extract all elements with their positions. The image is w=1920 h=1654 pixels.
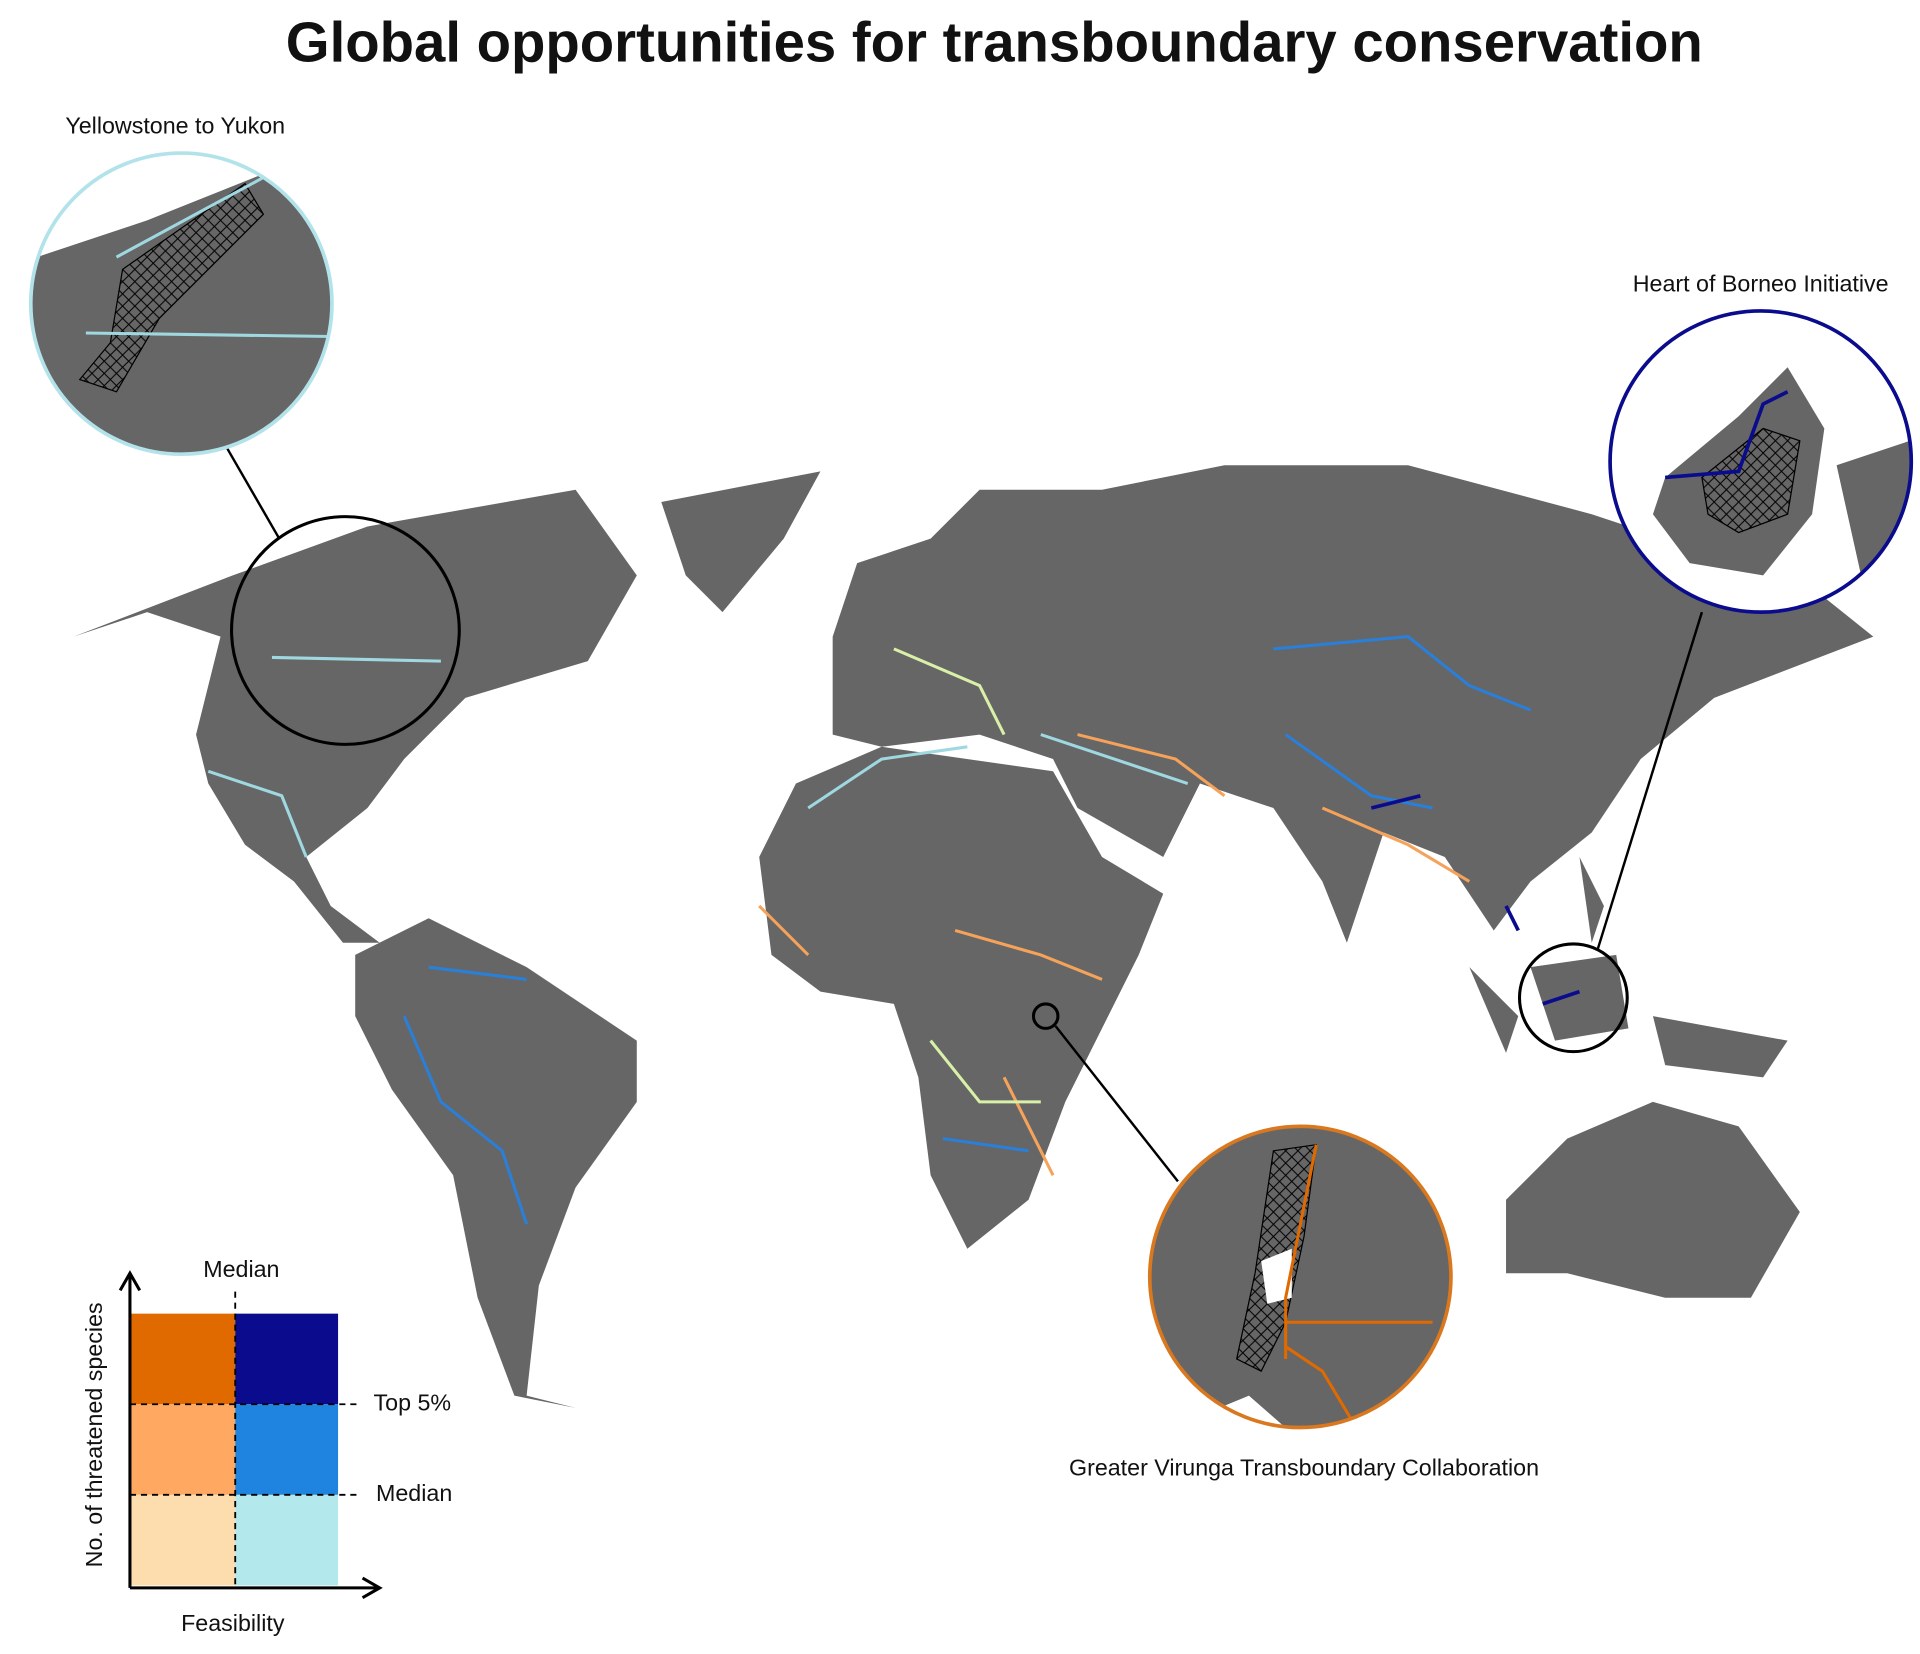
border bbox=[758, 733, 1471, 1176]
eurasia bbox=[832, 465, 1874, 943]
islands bbox=[1469, 856, 1788, 1078]
legend-cell bbox=[235, 1494, 339, 1586]
australia bbox=[1506, 1101, 1800, 1298]
inset-label: Greater Virunga Transboundary Collaborat… bbox=[1069, 1454, 1539, 1480]
legend-label: Top 5% bbox=[374, 1389, 452, 1415]
legend-cell bbox=[129, 1313, 236, 1405]
locator-circle bbox=[1517, 942, 1629, 1054]
legend: Median Top 5% Median No. of threatened s… bbox=[81, 1256, 452, 1636]
locator-circle bbox=[230, 515, 461, 746]
inset-virunga bbox=[1147, 1124, 1453, 1430]
inset-label: Yellowstone to Yukon bbox=[65, 112, 285, 138]
locator-circles bbox=[223, 442, 1704, 1183]
legend-label: Median bbox=[203, 1256, 279, 1282]
inset-label: Heart of Borneo Initiative bbox=[1633, 270, 1889, 296]
locator-circle bbox=[1031, 1002, 1060, 1030]
legend-cell bbox=[235, 1404, 339, 1495]
legend-axis-label: No. of threatened species bbox=[81, 1302, 107, 1567]
legend-label: Median bbox=[376, 1480, 452, 1506]
greenland bbox=[661, 471, 821, 613]
legend-axis-label: Feasibility bbox=[181, 1610, 285, 1636]
legend-cell bbox=[129, 1404, 236, 1495]
title: Global opportunities for transboundary c… bbox=[286, 10, 1703, 73]
connector bbox=[223, 442, 281, 540]
border bbox=[893, 647, 1041, 1104]
world-map bbox=[73, 465, 1874, 1408]
border bbox=[207, 655, 1189, 858]
africa bbox=[759, 746, 1164, 1249]
border bbox=[1370, 793, 1581, 1006]
connector bbox=[1054, 1025, 1179, 1183]
connector bbox=[1596, 611, 1704, 950]
south-america bbox=[355, 918, 637, 1408]
inset-borneo bbox=[1608, 309, 1914, 614]
legend-cell bbox=[235, 1313, 339, 1405]
legend-cell bbox=[129, 1494, 236, 1586]
north-america bbox=[73, 489, 637, 943]
inset-yukon bbox=[28, 151, 334, 457]
border bbox=[402, 635, 1532, 1225]
